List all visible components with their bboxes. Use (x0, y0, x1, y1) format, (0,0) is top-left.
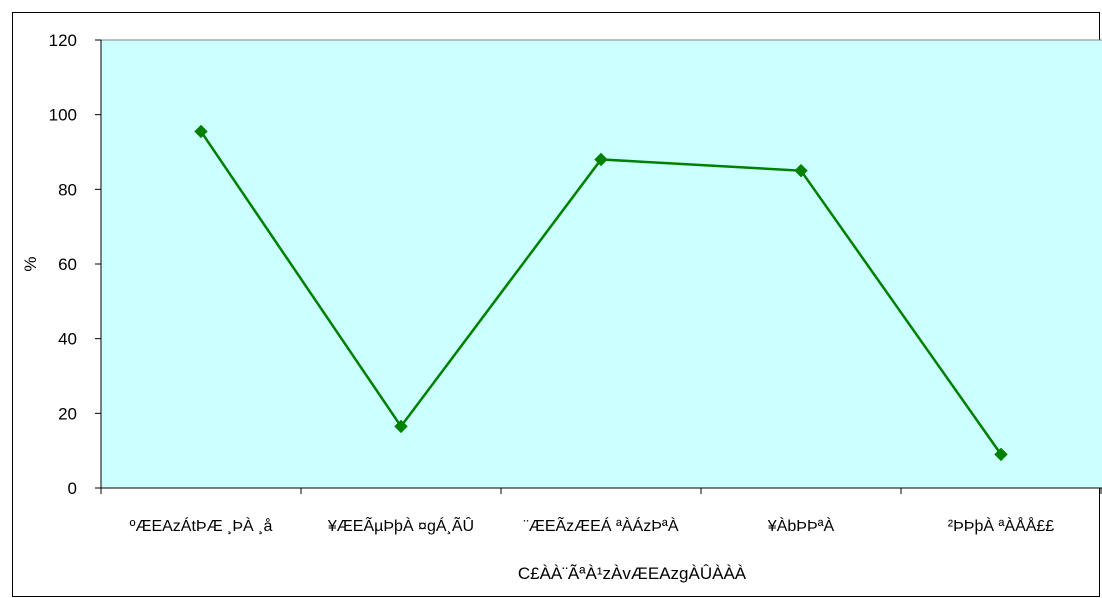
x-category-label: ¥ÆEÃµÞþÀ ¤gÁ¸ÃÛ (327, 515, 474, 535)
y-tick-label: 120 (49, 31, 77, 50)
data-point-marker (594, 152, 608, 167)
x-category-label: ¥ÀbÞÞªÀ (767, 516, 835, 535)
data-point-marker (194, 124, 208, 139)
data-point-marker (994, 447, 1008, 462)
y-tick-label: 20 (58, 404, 77, 423)
series-group (194, 124, 1008, 462)
x-category-label: ²ÞÞþÀ ªÀÅÅ££ (948, 516, 1055, 535)
data-point-marker (394, 419, 408, 434)
y-tick-label: 0 (68, 479, 77, 498)
x-category-label: ¨ÆEÃzÆEÁ ªÀÁzÞªÀ (524, 515, 679, 535)
data-point-marker (794, 163, 808, 178)
y-tick-label: 100 (49, 106, 77, 125)
y-axis-title: % (21, 256, 40, 271)
x-ticks: ºÆEAzÁtÞÆ ¸ÞÀ ¸å ¥ÆEÃµÞþÀ ¤gÁ¸ÃÛ ¨ÆEÃzÆEÁ … (100, 488, 1102, 535)
plot-area (100, 39, 1102, 489)
y-tick-label: 60 (58, 255, 77, 274)
x-axis-title: C£ÀÀ¨ÃªÀ¹zÀvÆEAzgÀÛÀÀÀ (518, 564, 747, 583)
y-tick-label: 40 (58, 330, 77, 349)
x-category-label: ºÆEAzÁtÞÆ ¸ÞÀ ¸å (130, 516, 273, 535)
y-tick-label: 80 (58, 180, 77, 199)
y-ticks: 0 20 40 60 80 100 120 (49, 31, 101, 498)
